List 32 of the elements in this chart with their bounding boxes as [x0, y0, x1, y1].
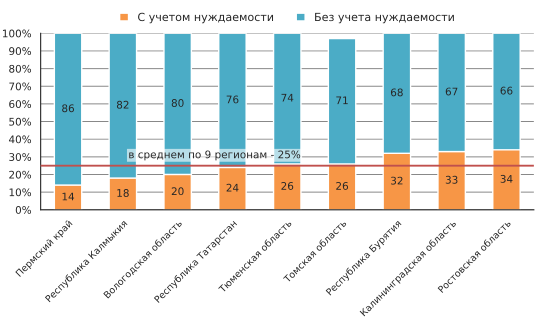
y-tick-label: 50%: [9, 118, 32, 126]
data-label: 80: [172, 99, 184, 107]
y-tick-label: 90%: [9, 47, 32, 56]
data-label: 66: [500, 86, 512, 95]
data-label: 32: [391, 176, 402, 185]
data-label: 26: [281, 182, 294, 190]
y-tick-label: 40%: [8, 135, 32, 144]
data-label: 18: [117, 189, 129, 197]
data-label: 71: [336, 96, 348, 104]
y-tick-label: 100%: [2, 30, 32, 38]
y-tick-label: 10%: [10, 188, 32, 196]
data-label: 24: [226, 184, 238, 192]
y-tick-label: 70%: [9, 82, 32, 90]
data-label: 86: [62, 104, 74, 112]
legend-label: С учетом нуждаемости: [138, 12, 274, 24]
data-label: 20: [172, 187, 184, 196]
y-tick-label: 60%: [9, 100, 32, 108]
data-label: 82: [116, 100, 128, 109]
data-label: 74: [281, 94, 294, 102]
data-label: 26: [336, 182, 348, 190]
data-label: 76: [226, 96, 238, 104]
data-label: 33: [446, 176, 458, 184]
ref-line-label: в среднем по 9 регионам - 25%: [129, 150, 300, 160]
legend-label: Без учета нуждаемости: [315, 12, 454, 24]
data-label: 34: [500, 174, 513, 183]
data-label: 14: [62, 192, 74, 200]
data-label: 67: [446, 88, 458, 96]
y-tick-label: 80%: [9, 64, 32, 73]
data-label: 68: [390, 88, 403, 96]
y-tick-label: 20%: [9, 170, 32, 179]
y-tick-label: 0%: [16, 206, 32, 214]
y-tick-label: 30%: [9, 153, 32, 161]
